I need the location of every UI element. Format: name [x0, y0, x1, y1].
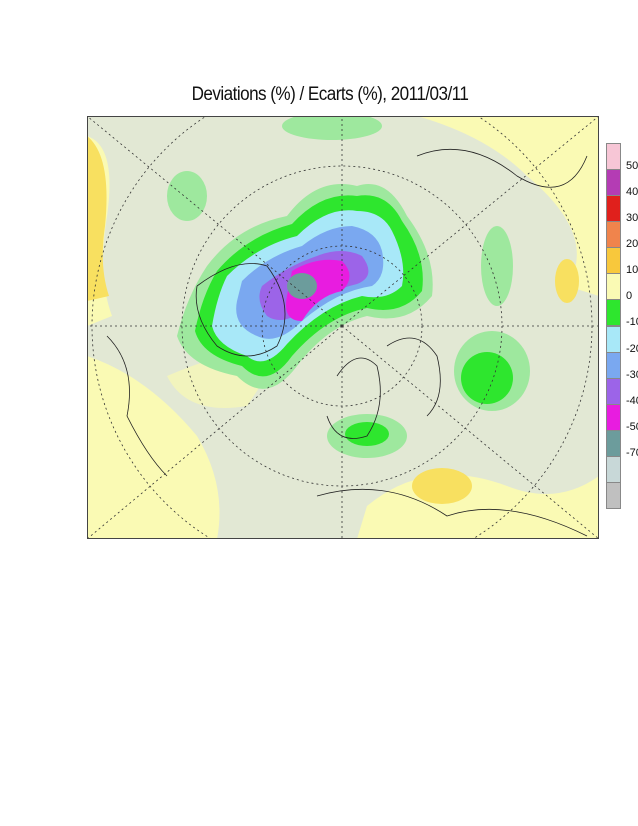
color-swatch	[606, 169, 621, 197]
colorbar: 50 40 30 20 10 0 -10 -20 -30 -40 -50 -70	[606, 143, 638, 513]
colorbar-label: -40	[626, 394, 638, 407]
map-field	[87, 116, 599, 539]
color-swatch	[606, 195, 621, 223]
color-swatch	[606, 325, 621, 353]
color-swatch	[606, 273, 621, 301]
color-swatch	[606, 481, 621, 509]
colorbar-label: -20	[626, 342, 638, 355]
colorbar-label: 50	[626, 160, 638, 173]
color-swatch	[606, 377, 621, 405]
colorbar-label: -10	[626, 316, 638, 329]
colorbar-label: 0	[626, 290, 633, 303]
colorbar-label: -30	[626, 368, 638, 381]
colorbar-label: -50	[626, 420, 638, 433]
colorbar-label: 30	[626, 212, 638, 225]
color-swatch	[606, 429, 621, 457]
map-title: Deviations (%) / Ecarts (%), 2011/03/11	[191, 84, 469, 105]
color-swatch	[606, 455, 621, 483]
color-swatch	[606, 143, 621, 171]
map	[87, 116, 599, 539]
color-swatch	[606, 403, 621, 431]
colorbar-label: 40	[626, 186, 638, 199]
color-swatch	[606, 299, 621, 327]
colorbar-label: 10	[626, 264, 638, 277]
colorbar-label: -70	[626, 446, 638, 459]
colorbar-label: 20	[626, 238, 638, 251]
color-swatch	[606, 351, 621, 379]
color-swatch	[606, 247, 621, 275]
color-swatch	[606, 221, 621, 249]
map-frame	[87, 116, 599, 539]
